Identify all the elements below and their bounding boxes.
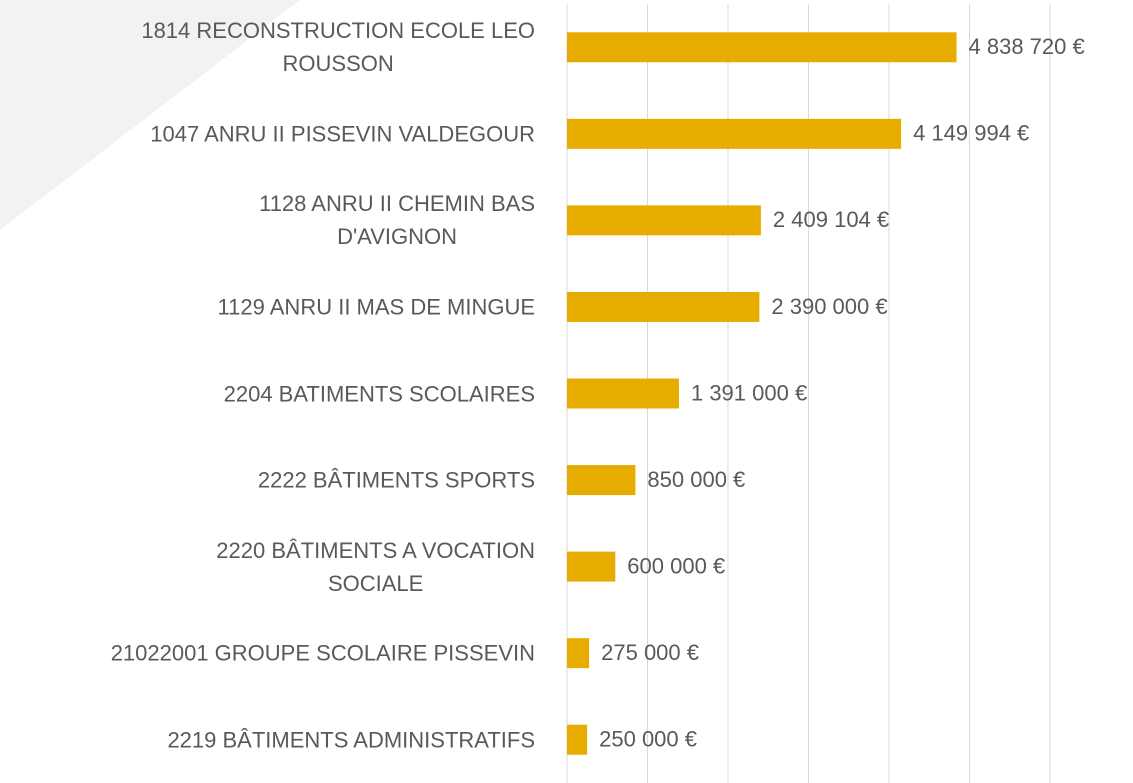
category-label: 21022001 GROUPE SCOLAIRE PISSEVIN: [110, 640, 535, 666]
bar: [567, 465, 636, 496]
bar: [567, 724, 588, 755]
value-label: 250 000 €: [599, 727, 697, 752]
bar: [567, 118, 902, 149]
value-label: 4 838 720 €: [969, 34, 1085, 59]
category-label: 1814 RECONSTRUCTION ECOLE LEO ROUSSON: [141, 18, 535, 77]
category-label: 2222 BÂTIMENTS SPORTS: [257, 467, 535, 493]
category-label: 2220 BÂTIMENTS A VOCATION SOCIALE: [216, 537, 535, 596]
bar: [567, 378, 679, 409]
bar: [567, 32, 957, 63]
category-label: 1047 ANRU II PISSEVIN VALDEGOUR: [150, 121, 535, 147]
value-label: 1 391 000 €: [691, 380, 807, 405]
bar: [567, 638, 590, 669]
bar: [567, 551, 616, 582]
value-label: 600 000 €: [627, 553, 725, 578]
bar: [567, 291, 760, 322]
value-label: 275 000 €: [601, 640, 699, 665]
category-label: 2204 BATIMENTS SCOLAIRES: [223, 381, 535, 406]
category-label: 1128 ANRU II CHEMIN BAS D'AVIGNON: [259, 191, 535, 250]
value-label: 2 390 000 €: [771, 294, 887, 319]
value-label: 4 149 994 €: [913, 121, 1029, 146]
bar: [567, 205, 761, 236]
background-shape: [0, 0, 300, 230]
category-label: 2219 BÂTIMENTS ADMINISTRATIFS: [167, 727, 535, 753]
category-label: 1129 ANRU II MAS DE MINGUE: [217, 294, 535, 320]
value-label: 850 000 €: [647, 467, 745, 492]
value-label: 2 409 104 €: [773, 207, 889, 232]
